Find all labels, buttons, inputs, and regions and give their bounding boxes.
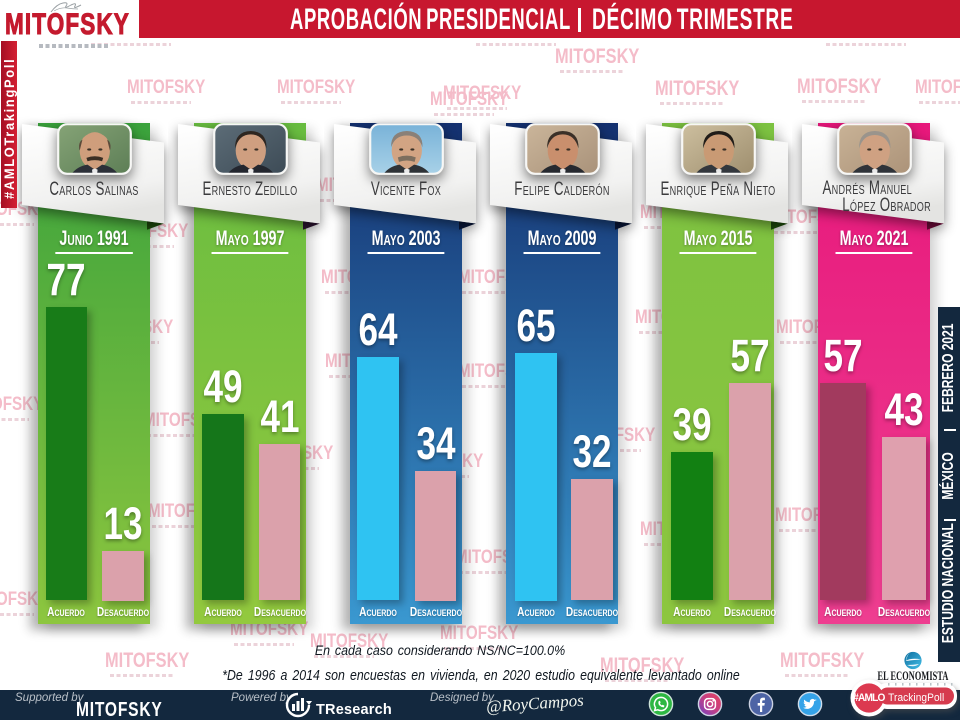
svg-text:TrackingPoll: TrackingPoll: [888, 692, 944, 704]
svg-text:#AMLO: #AMLO: [853, 692, 885, 704]
